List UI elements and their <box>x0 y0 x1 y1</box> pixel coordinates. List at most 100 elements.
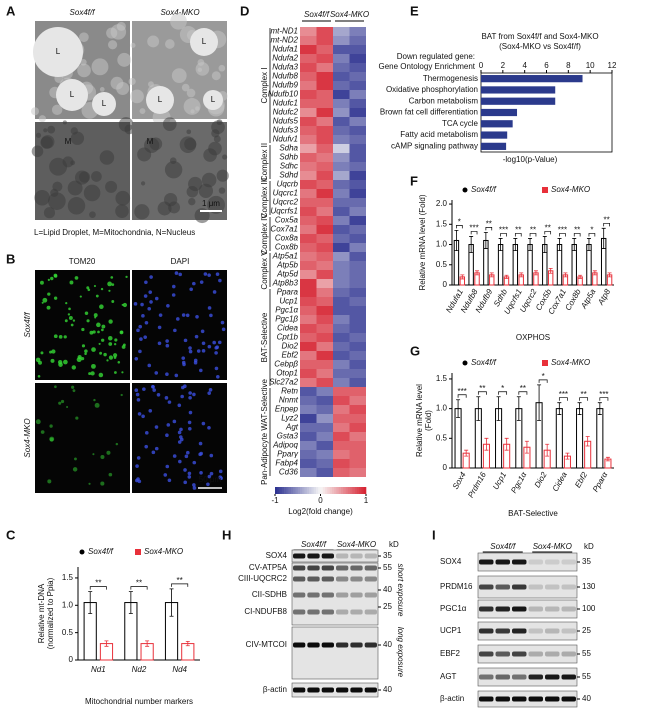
marker-label: 55 <box>582 649 591 658</box>
x-tick-label: Pparα <box>591 470 610 493</box>
blot-band <box>479 559 494 565</box>
error-bar <box>476 396 481 421</box>
heatmap-cell <box>333 441 350 450</box>
error-bar <box>548 268 553 274</box>
fluorescence-signal <box>188 346 192 350</box>
fluorescence-signal <box>91 347 96 352</box>
blot-band <box>307 687 320 693</box>
x-tick-label: Nd2 <box>132 665 147 674</box>
fluorescence-signal <box>107 281 112 287</box>
fluorescence-signal <box>200 329 205 334</box>
bar <box>481 86 556 94</box>
significance-label: ** <box>95 579 101 588</box>
y-tick-label: 2.0 <box>436 199 448 208</box>
em-texture <box>107 40 118 50</box>
fluorescence-signal <box>143 335 147 339</box>
protein-label: AGT <box>440 672 457 681</box>
fluorescence-signal <box>188 391 192 395</box>
fluorescence-signal <box>187 475 192 479</box>
heatmap-cell <box>316 261 333 270</box>
panel-label: G <box>410 343 420 358</box>
error-bar <box>537 384 542 421</box>
colorbar-segment <box>338 487 342 494</box>
fluorescence-signal <box>122 343 126 347</box>
heatmap-cell <box>349 180 366 189</box>
y-axis-title: Relative mt-DNA <box>37 583 46 643</box>
gene-label: Agt <box>285 423 299 432</box>
marker-label: 55 <box>582 672 591 681</box>
heatmap-cell <box>316 99 333 108</box>
heatmap-cell <box>349 27 366 36</box>
marker-label: 55 <box>383 563 392 572</box>
heatmap-cell <box>300 36 317 45</box>
heatmap-cell <box>316 450 333 459</box>
error-bar <box>185 641 190 647</box>
fluorescence-signal <box>144 431 149 435</box>
fluorescence-signal <box>188 410 193 415</box>
heatmap-cell <box>300 180 317 189</box>
fluorescence-signal <box>92 330 96 334</box>
significance-bracket <box>603 222 610 227</box>
image-annotation: L <box>102 99 107 108</box>
significance-bracket <box>130 586 148 590</box>
error-bar <box>88 591 93 614</box>
heatmap-cell <box>349 117 366 126</box>
gene-label: Ndufs5 <box>273 117 299 126</box>
fluorescence-signal <box>154 371 159 375</box>
fluorescence-signal <box>93 398 96 402</box>
error-bar <box>607 272 612 278</box>
heatmap-cell <box>300 153 317 162</box>
gene-label: Adipoq <box>272 441 298 450</box>
em-texture <box>203 148 217 162</box>
heatmap-cell <box>316 135 333 144</box>
y-axis-title: (Fold) <box>424 410 433 431</box>
heatmap-cell <box>333 450 350 459</box>
column-header: Sox4-MKO <box>330 10 369 19</box>
gene-label: Ndufb8 <box>272 72 298 81</box>
marker-label: 25 <box>383 602 392 611</box>
em-texture <box>99 150 115 165</box>
x-tick-label: 4 <box>522 61 527 70</box>
y-tick-label: 1.5 <box>436 374 448 383</box>
significance-bracket <box>573 233 581 237</box>
heatmap-cell <box>349 99 366 108</box>
marker-label: 40 <box>383 585 392 594</box>
fluorescence-signal <box>74 276 79 280</box>
em-texture <box>195 62 210 76</box>
fluorescence-signal <box>192 486 197 490</box>
blot-band <box>528 651 543 657</box>
fluorescence-signal <box>40 430 45 434</box>
blot-band <box>321 642 334 648</box>
heatmap-cell <box>349 414 366 423</box>
em-texture <box>211 71 221 81</box>
colorbar-segment <box>304 487 308 494</box>
y-tick-label: 1.0 <box>436 240 448 249</box>
fluorescence-signal <box>94 402 100 408</box>
fluorescence-signal <box>106 450 111 455</box>
em-texture <box>164 161 183 179</box>
fluorescence-signal <box>184 454 189 459</box>
blot-band <box>336 553 349 559</box>
fluorescence-signal <box>38 360 42 365</box>
protein-label: SOX4 <box>440 557 462 566</box>
error-bar <box>533 270 538 276</box>
gene-label: Sdhc <box>280 162 298 171</box>
row-label: Sox4f/f <box>23 312 32 338</box>
group-label: Complex I <box>260 67 269 103</box>
em-texture <box>213 135 221 143</box>
heatmap-cell <box>349 279 366 288</box>
heatmap-cell <box>316 198 333 207</box>
em-texture <box>35 132 42 138</box>
blot-band <box>528 628 543 634</box>
heatmap-cell <box>349 171 366 180</box>
heatmap-cell <box>333 279 350 288</box>
colorbar-segment <box>315 487 319 494</box>
em-texture <box>31 145 44 158</box>
fluorescence-signal <box>138 324 143 329</box>
em-texture <box>89 211 96 219</box>
em-texture <box>115 204 129 218</box>
significance-bracket <box>171 583 189 587</box>
group-label: Complex IV <box>260 213 269 255</box>
em-texture <box>140 181 146 186</box>
error-bar <box>169 588 174 617</box>
